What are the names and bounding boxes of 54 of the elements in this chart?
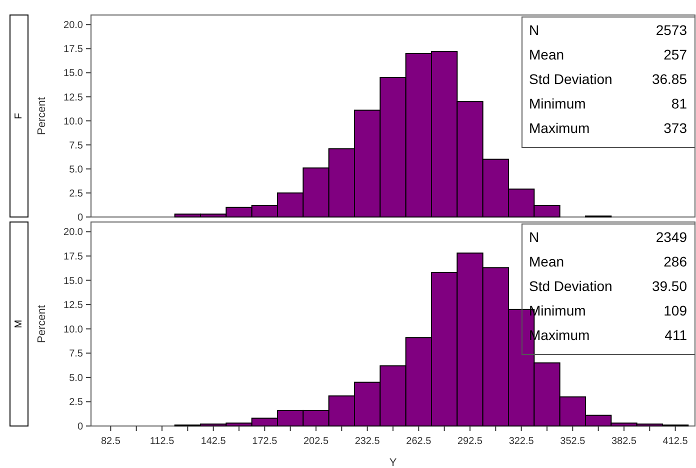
y-tick-label: 0 <box>77 212 84 224</box>
y-tick-label: 12.5 <box>64 300 84 312</box>
annotation: 109 <box>664 302 688 318</box>
x-tick-label: 112.5 <box>150 436 175 447</box>
y-tick-label: 10.0 <box>64 324 84 336</box>
annotation: Std Deviation <box>529 278 612 294</box>
y-tick-label: 7.5 <box>69 348 84 360</box>
y-tick-label: 2.5 <box>69 397 84 408</box>
x-tick-label: 322.5 <box>508 436 534 447</box>
annotation: 39.50 <box>652 278 688 294</box>
y-tick-label: 5.0 <box>69 164 84 176</box>
annotation: 81 <box>671 96 688 112</box>
y-tick-label: 17.5 <box>64 252 84 262</box>
annotation: Std Deviation <box>529 71 612 87</box>
annotation: Mean <box>529 254 564 270</box>
y-tick-label: 20.0 <box>64 227 84 238</box>
y-tick-label: 12.5 <box>64 92 84 104</box>
y-axis-title: Percent <box>36 305 48 343</box>
annotation: N <box>529 22 540 38</box>
y-tick-label: 7.5 <box>69 140 84 152</box>
x-tick-label: 262.5 <box>406 436 432 447</box>
annotation: N <box>529 229 540 245</box>
annotation: 373 <box>664 120 688 136</box>
x-tick-label: 172.5 <box>252 436 278 447</box>
y-tick-label: 15.0 <box>64 68 84 80</box>
x-tick-label: 352.5 <box>560 436 586 447</box>
annotation: 2573 <box>656 22 688 38</box>
y-axis-title: Percent <box>36 97 48 135</box>
annotation: Minimum <box>529 302 586 318</box>
x-tick-label: 412.5 <box>662 436 688 447</box>
y-tick-label: 15.0 <box>64 276 84 287</box>
x-tick-label: 142.5 <box>200 436 226 447</box>
annotation: 411 <box>664 327 688 343</box>
x-tick-label: 292.5 <box>457 436 483 447</box>
text: F <box>14 112 24 120</box>
annotation: Mean <box>529 46 564 62</box>
annotation: Maximum <box>529 120 590 136</box>
y-tick-label: 20.0 <box>64 20 84 32</box>
annotation: 36.85 <box>652 71 688 87</box>
x-axis-title: Y <box>389 457 398 468</box>
x-tick-label: 82.5 <box>100 436 121 447</box>
x-tick-label: 382.5 <box>611 436 637 447</box>
annotation: 286 <box>664 254 688 270</box>
annotation: 2349 <box>656 229 688 245</box>
y-tick-label: 2.5 <box>69 188 84 200</box>
annotation: Minimum <box>529 96 586 112</box>
annotation: 257 <box>664 46 688 62</box>
x-tick-label: 202.5 <box>303 436 329 447</box>
text: M <box>14 320 24 328</box>
y-tick-label: 0 <box>77 422 84 432</box>
x-tick-label: 232.5 <box>354 436 380 447</box>
y-tick-label: 10.0 <box>64 116 84 128</box>
y-tick-label: 5.0 <box>69 372 84 384</box>
y-tick-label: 17.5 <box>64 44 84 56</box>
